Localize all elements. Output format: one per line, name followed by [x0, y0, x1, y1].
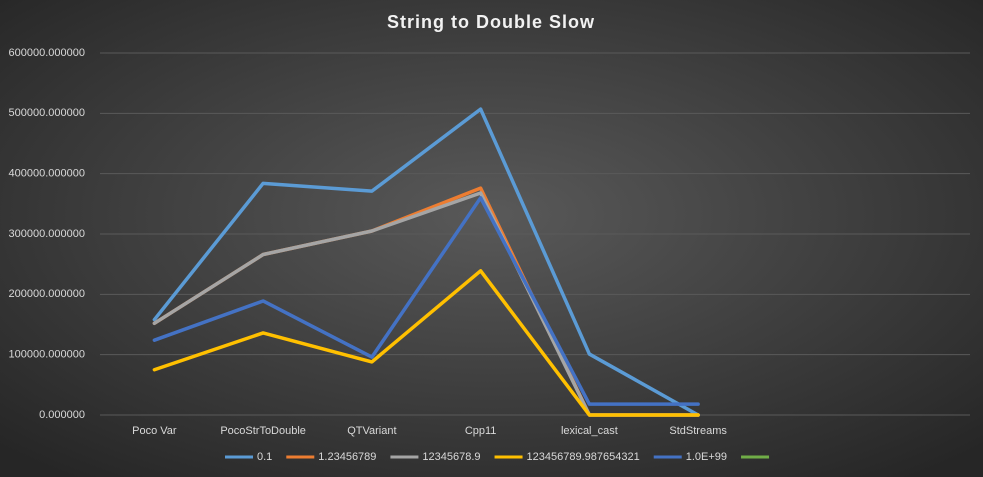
chart-title: String to Double Slow	[387, 12, 595, 32]
x-tick-label: Poco Var	[132, 425, 177, 437]
series-line	[152, 107, 700, 417]
legend-label: 1.0E+99	[686, 451, 727, 463]
series-line	[152, 269, 700, 417]
y-tick-label: 100000.000000	[9, 349, 85, 361]
legend-label: 12345678.9	[422, 451, 480, 463]
legend-label: 1.23456789	[318, 451, 376, 463]
y-tick-label: 300000.000000	[9, 228, 85, 240]
y-tick-label: 200000.000000	[9, 288, 85, 300]
y-tick-label: 600000.000000	[9, 47, 85, 59]
y-tick-label: 0.000000	[39, 409, 85, 421]
series-line	[152, 196, 700, 406]
y-tick-label: 500000.000000	[9, 107, 85, 119]
x-tick-label: PocoStrToDouble	[220, 425, 306, 437]
x-tick-label: lexical_cast	[561, 425, 618, 437]
legend-label: 0.1	[257, 451, 272, 463]
x-tick-label: QTVariant	[347, 425, 396, 437]
x-tick-label: StdStreams	[669, 425, 727, 437]
x-tick-label: Cpp11	[465, 425, 497, 437]
legend-label: 123456789.987654321	[527, 451, 640, 463]
y-tick-label: 400000.000000	[9, 168, 85, 180]
